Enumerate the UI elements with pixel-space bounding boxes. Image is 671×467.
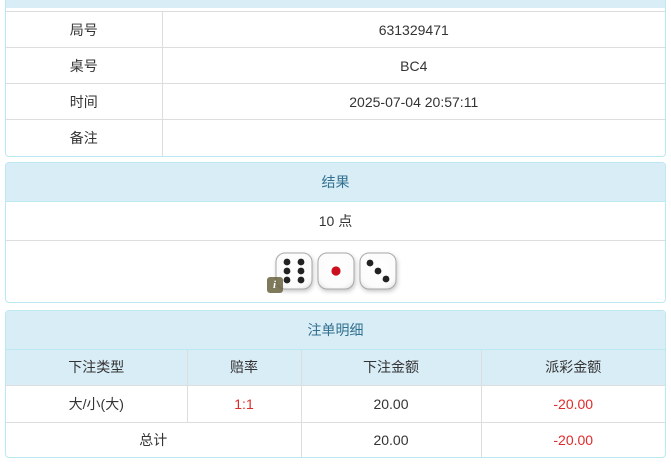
- remark-value: [162, 119, 665, 156]
- col-header-bet-amount: 下注金额: [301, 349, 482, 386]
- round-number-label: 局号: [6, 11, 163, 48]
- total-bet-amount: 20.00: [301, 422, 482, 457]
- time-value: 2025-07-04 20:57:11: [162, 83, 665, 120]
- table-number-label: 桌号: [6, 47, 163, 84]
- total-row: 总计 20.00 -20.00: [6, 422, 665, 457]
- total-label: 总计: [6, 422, 302, 457]
- bet-type-cell: 大/小(大): [6, 385, 188, 423]
- die-1-icon: [317, 252, 355, 290]
- die-6-icon: i: [266, 252, 313, 293]
- die-3-icon: [359, 252, 397, 290]
- bet-details-table: 下注类型 赔率 下注金额 派彩金额 大/小(大) 1:1 20.00 -20.0…: [6, 349, 665, 457]
- game-info-table: 局号 631329471 桌号 BC4 时间 2025-07-04 20:57:…: [6, 11, 665, 156]
- info-icon[interactable]: i: [266, 277, 283, 293]
- result-panel-title: 结果: [6, 162, 665, 202]
- result-points: 10 点: [6, 202, 665, 241]
- game-info-heading-cut: [6, 0, 665, 8]
- remark-label: 备注: [6, 119, 163, 156]
- result-panel: 结果 10 点 i: [5, 161, 666, 303]
- col-header-payout-amount: 派彩金额: [481, 349, 665, 386]
- time-label: 时间: [6, 83, 163, 120]
- col-header-odds: 赔率: [187, 349, 302, 386]
- table-header-row: 下注类型 赔率 下注金额 派彩金额: [6, 349, 665, 386]
- table-row: 局号 631329471: [6, 11, 665, 48]
- round-number-value: 631329471: [162, 11, 665, 48]
- table-number-value: BC4: [162, 47, 665, 84]
- bet-details-title: 注单明细: [6, 310, 665, 350]
- payout-amount-cell: -20.00: [481, 385, 665, 423]
- bet-amount-cell: 20.00: [301, 385, 482, 423]
- total-payout-amount: -20.00: [481, 422, 665, 457]
- game-info-panel: 局号 631329471 桌号 BC4 时间 2025-07-04 20:57:…: [5, 0, 666, 157]
- table-row: 时间 2025-07-04 20:57:11: [6, 83, 665, 120]
- col-header-bet-type: 下注类型: [6, 349, 188, 386]
- table-row: 备注: [6, 119, 665, 156]
- odds-cell: 1:1: [187, 385, 302, 423]
- dice-row: i: [6, 241, 665, 302]
- bet-details-panel: 注单明细 下注类型 赔率 下注金额 派彩金额 大/小(大) 1:1 20.00 …: [5, 309, 666, 458]
- table-row: 桌号 BC4: [6, 47, 665, 84]
- table-row: 大/小(大) 1:1 20.00 -20.00: [6, 385, 665, 423]
